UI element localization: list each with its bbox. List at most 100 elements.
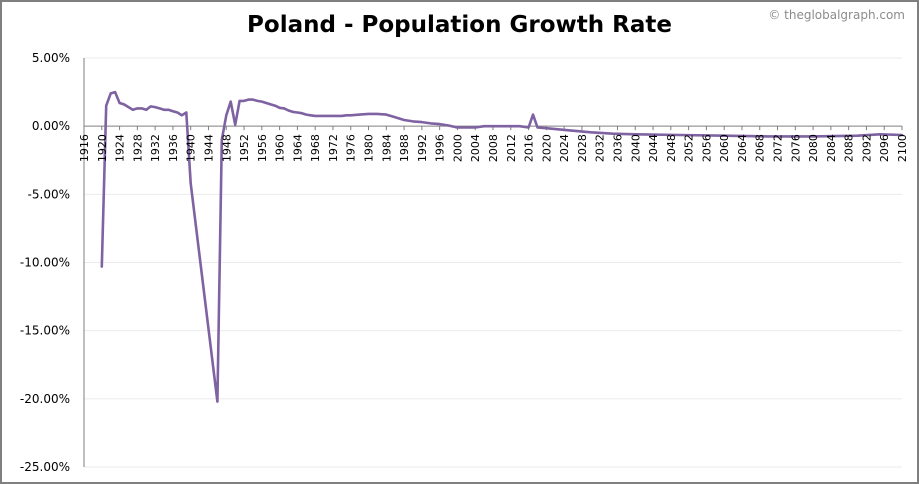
x-tick-label: 2084	[825, 134, 838, 162]
x-tick-labels: 1916 1920 1924 1928 1932 1936 1940 1944 1948 1952…	[78, 134, 909, 162]
x-tick-label: 2000	[451, 134, 464, 162]
data-point	[501, 125, 503, 127]
data-point	[323, 115, 325, 117]
data-point	[265, 102, 268, 104]
data-point	[127, 106, 130, 108]
x-tick-label: 1944	[202, 134, 215, 162]
data-point	[269, 103, 272, 106]
x-tick-label: 2100	[896, 134, 909, 162]
data-point	[189, 182, 192, 185]
data-point	[252, 98, 254, 101]
data-point	[100, 265, 103, 268]
data-point	[509, 125, 512, 127]
data-point	[185, 111, 188, 114]
x-tick-label: 2072	[772, 134, 785, 162]
data-point	[634, 133, 637, 136]
data-point	[358, 113, 361, 116]
data-point	[123, 103, 125, 106]
x-tick-label: 2088	[843, 134, 856, 162]
x-tick-label: 1964	[291, 134, 304, 162]
data-point	[234, 124, 236, 126]
data-point	[243, 100, 245, 102]
data-point	[136, 107, 139, 110]
data-point	[590, 131, 592, 134]
y-tick-label: -10.00%	[20, 256, 70, 270]
data-point	[305, 113, 308, 116]
data-point	[287, 109, 290, 112]
data-point	[385, 113, 388, 116]
x-tick-label: 2048	[665, 134, 678, 162]
data-point	[163, 109, 165, 111]
x-tick-label: 2064	[736, 134, 749, 162]
data-point	[309, 114, 312, 117]
data-point	[367, 113, 370, 115]
chart-title: Poland - Population Growth Rate	[247, 12, 672, 38]
data-point	[114, 91, 116, 93]
x-tick-label: 2012	[505, 134, 518, 162]
data-point	[149, 105, 152, 108]
x-tick-label: 2032	[594, 134, 607, 162]
data-point	[221, 139, 223, 141]
x-tick-label: 1984	[380, 134, 393, 162]
x-tick-label: 2040	[629, 134, 642, 162]
data-point	[167, 109, 170, 111]
data-point	[447, 124, 450, 127]
data-point	[256, 100, 259, 102]
x-tick-label: 2028	[576, 134, 589, 162]
data-point	[492, 125, 494, 127]
x-tick-label: 1992	[416, 134, 429, 162]
x-tick-label: 2080	[807, 134, 820, 162]
data-point	[456, 126, 459, 129]
x-tick-label: 1924	[114, 134, 127, 162]
x-tick-label: 2044	[647, 134, 660, 162]
data-point	[474, 126, 477, 129]
data-point	[532, 113, 534, 116]
y-tick-label: 0.00%	[32, 119, 70, 133]
x-tick-label: 1956	[256, 134, 269, 162]
data-point	[723, 134, 725, 137]
data-point	[612, 132, 614, 135]
data-point	[314, 115, 316, 117]
credit-text[interactable]: © theglobalgraph.com	[768, 8, 905, 22]
data-point	[767, 135, 770, 138]
data-point	[341, 115, 343, 117]
x-tick-label: 2020	[540, 134, 553, 162]
data-point	[536, 126, 539, 129]
y-tick-label: -20.00%	[20, 392, 70, 406]
x-tick-label: 1948	[220, 134, 233, 162]
y-tick-label: -25.00%	[20, 460, 70, 474]
x-tick-label: 2096	[878, 134, 891, 162]
data-point	[132, 109, 134, 111]
x-tick-label: 1968	[309, 134, 322, 162]
x-tick-label: 1972	[327, 134, 340, 162]
y-tick-labels: 5.00% 0.00% -5.00% -10.00% -15.00% -20.00% -25…	[20, 51, 70, 474]
data-point	[812, 135, 814, 138]
data-point	[678, 134, 681, 136]
data-point	[225, 114, 228, 117]
data-point	[421, 121, 423, 123]
x-tick-label: 2004	[469, 134, 482, 162]
data-point	[247, 98, 250, 101]
data-point	[176, 111, 179, 114]
data-point	[518, 125, 521, 127]
x-tick-label: 1996	[434, 134, 447, 162]
x-tick-label: 2076	[789, 134, 802, 162]
x-tick-label: 2068	[754, 134, 767, 162]
data-point	[118, 102, 121, 104]
data-point	[278, 106, 281, 109]
data-point	[109, 92, 112, 95]
x-tick-label: 1920	[96, 134, 109, 162]
data-point	[376, 113, 379, 115]
data-point	[158, 107, 161, 110]
data-point	[856, 134, 859, 137]
y-tick-label: -15.00%	[20, 324, 70, 338]
data-point	[216, 400, 219, 403]
data-point	[527, 126, 530, 129]
data-point	[261, 100, 263, 103]
data-point	[412, 120, 414, 123]
x-tick-label: 1952	[238, 134, 251, 162]
x-tick-label: 2060	[718, 134, 731, 162]
x-tick-label: 1988	[398, 134, 411, 162]
